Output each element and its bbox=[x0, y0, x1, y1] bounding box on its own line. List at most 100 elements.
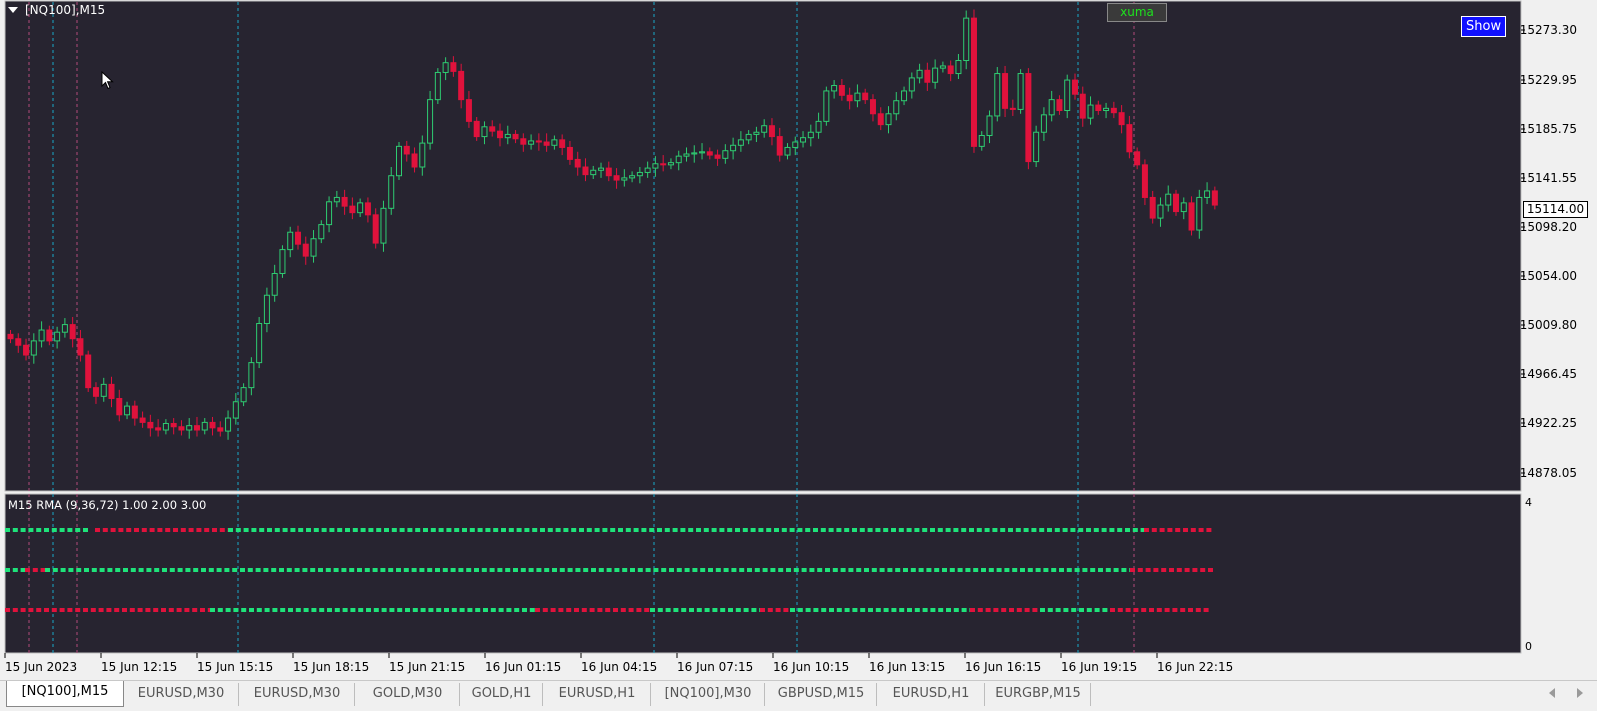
candle-body bbox=[1126, 124, 1133, 153]
tab-chart[interactable]: EURUSD,H1 bbox=[878, 683, 985, 706]
candle-body bbox=[947, 65, 954, 75]
rma-dot bbox=[188, 528, 194, 532]
candle-body bbox=[535, 140, 542, 143]
rma-dot bbox=[750, 528, 756, 532]
rma-dot bbox=[715, 568, 721, 572]
candle-body bbox=[691, 152, 698, 155]
candle bbox=[108, 376, 115, 408]
rma-dot bbox=[161, 608, 166, 612]
rma-dot bbox=[444, 608, 449, 612]
rma-dot bbox=[225, 608, 231, 612]
tab-scroll bbox=[1549, 688, 1583, 698]
rma-dot bbox=[1031, 528, 1037, 532]
time-tick-label: 15 Jun 15:15 bbox=[197, 660, 274, 674]
rma-dot bbox=[407, 528, 413, 532]
rma-dot bbox=[36, 608, 42, 612]
rma-dot bbox=[571, 528, 577, 532]
tab-chart[interactable]: GOLD,M30 bbox=[356, 683, 460, 706]
rma-dot bbox=[1153, 568, 1159, 572]
rma-dot bbox=[177, 568, 183, 572]
candle bbox=[139, 411, 146, 428]
rma-dot bbox=[988, 568, 994, 572]
rma-dot bbox=[208, 568, 214, 572]
candle bbox=[893, 92, 900, 121]
candle bbox=[574, 151, 581, 176]
rma-dot bbox=[391, 528, 397, 532]
tab-chart[interactable]: [NQ100],M15 bbox=[6, 681, 124, 707]
candle bbox=[69, 316, 76, 348]
tab-chart[interactable]: GOLD,H1 bbox=[461, 683, 543, 706]
arrow-left-icon[interactable] bbox=[1549, 688, 1555, 698]
candle-body bbox=[854, 92, 861, 102]
rma-dot bbox=[107, 568, 113, 572]
rma-dot bbox=[459, 608, 465, 612]
candle bbox=[683, 147, 690, 162]
tab-chart[interactable]: GBPUSD,M15 bbox=[766, 683, 877, 706]
rma-dot bbox=[598, 568, 604, 572]
candle bbox=[714, 149, 721, 166]
candle-body bbox=[621, 177, 628, 181]
rma-dot bbox=[419, 568, 425, 572]
rma-dot bbox=[844, 608, 850, 612]
rma-dot bbox=[1008, 528, 1013, 532]
rma-dot bbox=[501, 528, 506, 532]
candle-body bbox=[326, 201, 333, 226]
show-button[interactable]: Show bbox=[1461, 16, 1507, 37]
arrow-right-icon[interactable] bbox=[1577, 688, 1583, 698]
candle bbox=[660, 155, 667, 172]
rma-dot bbox=[40, 568, 46, 572]
candle-body bbox=[955, 60, 962, 75]
rma-dot bbox=[586, 528, 592, 532]
rma-dot bbox=[272, 608, 278, 612]
tab-chart[interactable]: EURUSD,H1 bbox=[544, 683, 651, 706]
candle-body bbox=[714, 154, 721, 159]
rma-dot bbox=[1086, 608, 1092, 612]
candle-body bbox=[644, 167, 651, 173]
rma-dot bbox=[751, 608, 757, 612]
rma-dot bbox=[279, 568, 284, 572]
rma-dot bbox=[106, 608, 112, 612]
candle-body bbox=[1204, 190, 1211, 198]
rma-dot bbox=[67, 608, 73, 612]
rma-dot bbox=[224, 568, 230, 572]
rma-dot bbox=[758, 528, 764, 532]
candle-body bbox=[1095, 104, 1102, 112]
rma-dot bbox=[770, 568, 776, 572]
xuma-label[interactable]: xuma bbox=[1107, 3, 1167, 22]
rma-dot bbox=[684, 568, 690, 572]
rma-dot bbox=[271, 568, 277, 572]
candle-body bbox=[1188, 202, 1195, 231]
tab-chart[interactable]: EURUSD,M30 bbox=[240, 683, 355, 706]
rma-dot bbox=[542, 608, 548, 612]
rma-dot bbox=[786, 568, 791, 572]
rma-dot bbox=[149, 528, 155, 532]
triangle-down-icon[interactable] bbox=[8, 7, 18, 13]
candle-body bbox=[761, 125, 768, 133]
chart-title[interactable]: [NQ100],M15 bbox=[8, 3, 105, 17]
candle bbox=[1079, 86, 1086, 127]
rma-dot bbox=[345, 528, 350, 532]
tab-chart[interactable]: EURUSD,M30 bbox=[124, 683, 239, 706]
chart-canvas[interactable] bbox=[0, 0, 1597, 680]
candle bbox=[792, 136, 799, 156]
candle-body bbox=[419, 142, 426, 168]
candle-body bbox=[792, 141, 799, 148]
rma-dot bbox=[428, 608, 434, 612]
rma-dot bbox=[1024, 608, 1030, 612]
rma-dot bbox=[513, 568, 518, 572]
rma-dot bbox=[536, 568, 542, 572]
candle-body bbox=[978, 135, 985, 147]
candle-body bbox=[753, 131, 760, 135]
rma-dot bbox=[1059, 568, 1064, 572]
rma-dot bbox=[12, 568, 18, 572]
rma-dot bbox=[388, 568, 394, 572]
candle-body bbox=[442, 62, 449, 73]
candle-body bbox=[706, 151, 713, 156]
rma-dot bbox=[566, 608, 572, 612]
rma-dot bbox=[1192, 568, 1198, 572]
tab-chart[interactable]: EURGBP,M15 bbox=[986, 683, 1091, 706]
tab-chart[interactable]: [NQ100],M30 bbox=[652, 683, 765, 706]
candle-body bbox=[675, 155, 682, 164]
candle bbox=[543, 133, 550, 152]
rma-dot bbox=[1195, 608, 1201, 612]
